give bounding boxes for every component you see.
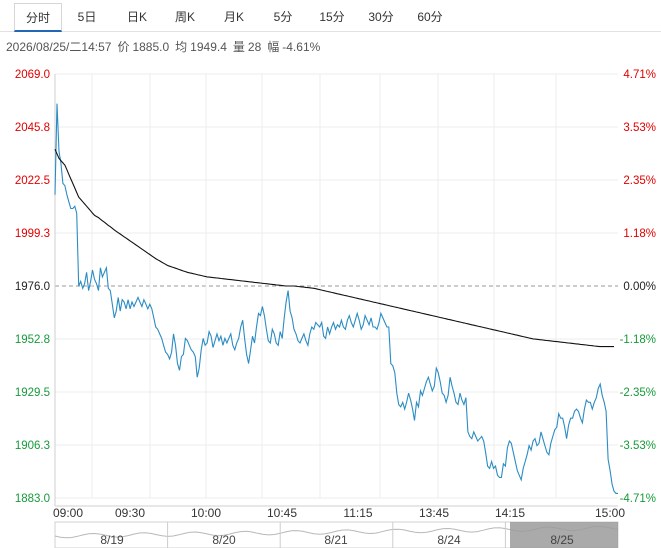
grid — [54, 73, 618, 507]
quote-info-bar: 2026/08/25/二14:57 价 1885.0 均 1949.4 量 28 幅 -4.61… — [6, 38, 326, 55]
axes: 2069.0 4.71% 2045.8 3.53% 2022.5 2.35% 1999.3 1… — [15, 69, 656, 520]
volume-value: 28 — [247, 40, 262, 54]
x-tick-label: 09:30 — [115, 506, 145, 520]
pct-tick-label: -3.53% — [620, 440, 656, 452]
pct-tick-label: 3.53% — [623, 122, 656, 134]
change-value: -4.61% — [282, 40, 321, 54]
price-value: 1885.0 — [132, 40, 170, 54]
x-tick-label: 10:45 — [267, 506, 297, 520]
navigator-date-label: 8/24 — [437, 533, 461, 547]
navigator-selection[interactable] — [510, 522, 618, 548]
pct-tick-label: 4.71% — [623, 69, 656, 81]
y-tick-label: 1999.3 — [15, 228, 50, 240]
y-tick-label: 1906.3 — [15, 440, 50, 452]
x-tick-label: 10:00 — [191, 506, 221, 520]
x-tick-label: 09:00 — [53, 506, 83, 520]
pct-tick-label: 0.00% — [623, 281, 656, 293]
pct-tick-label: -4.71% — [620, 493, 656, 505]
x-tick-label: 11:15 — [343, 506, 372, 520]
tab-5min[interactable]: 5分 — [273, 10, 293, 24]
navigator-date-label: 8/20 — [212, 533, 236, 547]
navigator-date-label: 8/21 — [324, 533, 348, 547]
period-tabs: 分时 5日 日K 周K 月K 5分 15分 30分 60分 — [0, 0, 661, 32]
quote-datetime: 2026/08/25/二14:57 — [6, 40, 112, 54]
y-tick-label: 1883.0 — [15, 493, 50, 505]
pct-tick-label: -1.18% — [620, 334, 656, 346]
tab-daily-k[interactable]: 日K — [126, 10, 147, 24]
y-tick-label: 1952.8 — [15, 334, 50, 346]
tab-weekly-k[interactable]: 周K — [174, 10, 195, 24]
navigator-date-label: 8/19 — [100, 533, 124, 547]
avg-value: 1949.4 — [190, 40, 227, 54]
y-tick-label: 1976.0 — [15, 281, 50, 293]
y-tick-label: 2045.8 — [15, 122, 50, 134]
navigator-date-label: 8/25 — [550, 533, 574, 547]
tab-30min[interactable]: 30分 — [368, 10, 394, 24]
y-tick-label: 2069.0 — [15, 69, 50, 81]
tab-60min[interactable]: 60分 — [417, 10, 443, 24]
change-label: 幅 — [267, 40, 280, 54]
price-line — [54, 103, 618, 494]
y-tick-label: 1929.5 — [15, 387, 50, 399]
tab-intraday[interactable]: 分时 — [14, 3, 62, 32]
series-lines — [54, 103, 618, 494]
pct-tick-label: 2.35% — [623, 175, 656, 187]
average-price-line — [54, 148, 614, 348]
tab-5day[interactable]: 5日 — [77, 10, 97, 24]
x-tick-label: 13:45 — [419, 506, 449, 520]
volume-label: 量 — [232, 40, 245, 54]
price-label: 价 — [117, 40, 130, 54]
x-tick-label: 14:15 — [495, 506, 525, 520]
avg-label: 均 — [175, 40, 188, 54]
pct-tick-label: 1.18% — [623, 228, 656, 240]
tab-15min[interactable]: 15分 — [319, 10, 345, 24]
y-tick-label: 2022.5 — [15, 175, 50, 187]
tab-monthly-k[interactable]: 月K — [223, 10, 244, 24]
date-navigator[interactable]: 8/19 8/20 8/21 8/24 8/25 — [54, 521, 619, 548]
pct-tick-label: -2.35% — [620, 387, 656, 399]
x-tick-label: 15:00 — [595, 506, 625, 520]
